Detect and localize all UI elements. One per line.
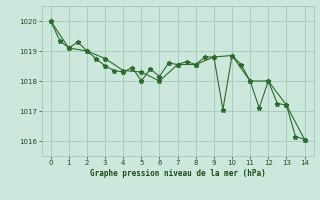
X-axis label: Graphe pression niveau de la mer (hPa): Graphe pression niveau de la mer (hPa) [90, 169, 266, 178]
